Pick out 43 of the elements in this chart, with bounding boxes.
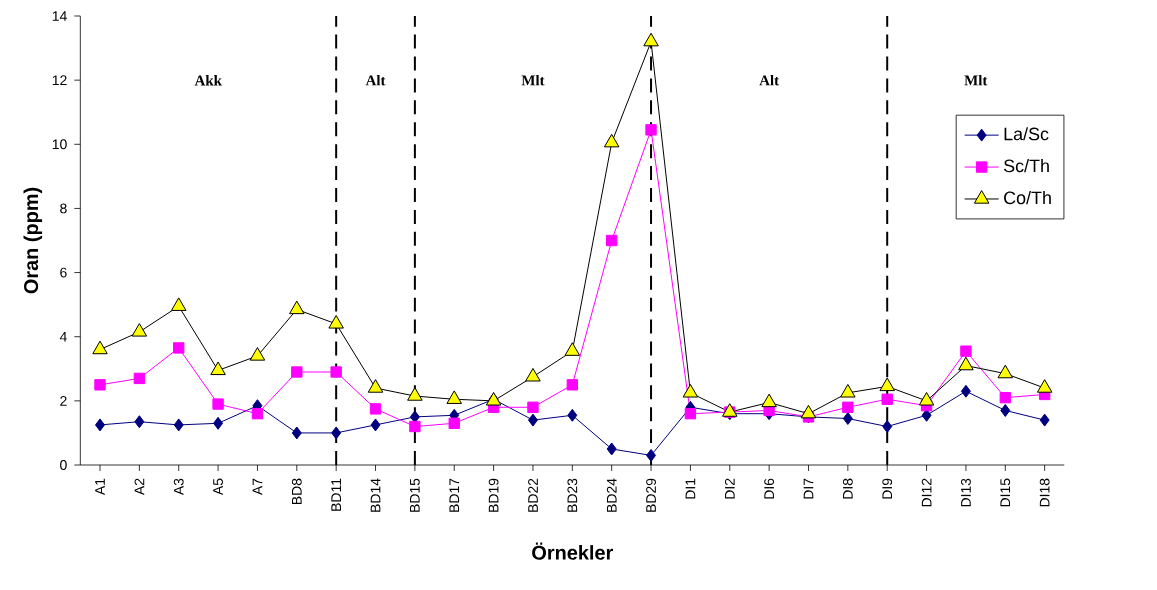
y-tick-label: 10	[52, 139, 67, 150]
x-tick-label: A5	[213, 478, 223, 496]
y-tick-label: 2	[60, 396, 67, 406]
y-tick-label: 4	[59, 331, 67, 342]
annotation: Mlt	[964, 74, 988, 86]
legend-label: La/Sc	[1004, 127, 1049, 141]
x-tick-label: A3	[173, 478, 184, 496]
x-tick-label: BD19	[488, 478, 499, 512]
x-tick-label: BD14	[370, 478, 381, 512]
x-tick-label: BD29	[646, 478, 656, 512]
x-axis-title: Örnekler	[532, 542, 614, 560]
x-tick-label: DI8	[842, 478, 853, 499]
x-tick-label: A7	[252, 478, 263, 496]
annotation: Alt	[759, 74, 780, 86]
annotation: Alt	[365, 74, 386, 86]
x-tick-label: DI9	[882, 478, 893, 499]
annotation: Akk	[194, 75, 222, 86]
y-tick-label: 0	[60, 460, 67, 470]
x-tick-label: A2	[134, 478, 145, 496]
x-tick-label: BD15	[410, 478, 420, 512]
x-tick-label: DI12	[921, 478, 932, 507]
y-tick-label: 8	[60, 203, 67, 214]
x-tick-label: DI2	[724, 478, 735, 499]
legend-label: Sc/Th	[1003, 159, 1049, 173]
x-tick-label: DI18	[1039, 478, 1050, 507]
x-tick-label: DI1	[685, 478, 696, 499]
x-tick-label: BD24	[606, 478, 617, 512]
x-tick-label: DI15	[1000, 478, 1011, 507]
legend-label: Co/Th	[1004, 190, 1051, 205]
y-tick-label: 14	[52, 11, 67, 21]
y-axis-title: Oran (ppm)	[23, 187, 43, 294]
x-tick-label: BD8	[291, 478, 302, 504]
x-tick-label: DI6	[764, 478, 775, 499]
x-tick-label: BD11	[331, 478, 341, 511]
x-tick-label: DI13	[961, 478, 971, 507]
x-tick-label: DI7	[803, 478, 814, 499]
x-tick-label: BD23	[567, 478, 578, 512]
annotation: Mlt	[521, 74, 545, 86]
y-tick-label: 12	[52, 75, 67, 86]
x-tick-label: BD22	[528, 478, 538, 512]
x-tick-label: A1	[95, 478, 105, 496]
x-tick-label: BD17	[449, 478, 460, 512]
y-tick-label: 6	[60, 267, 67, 278]
